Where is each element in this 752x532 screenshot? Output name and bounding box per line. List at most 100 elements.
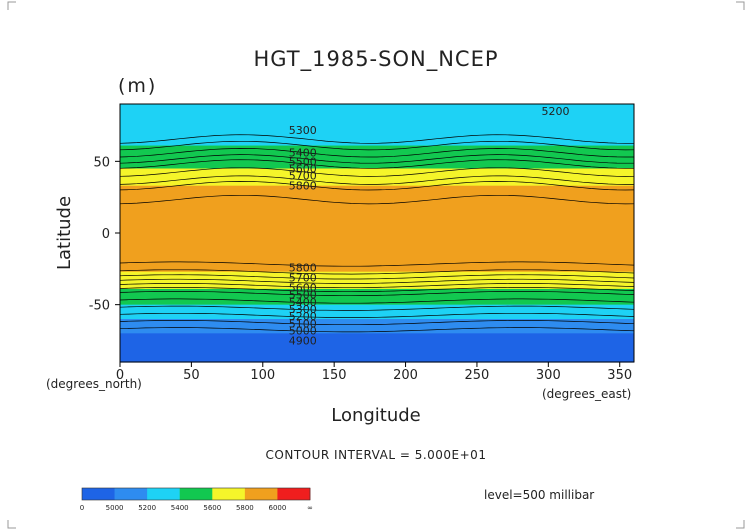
field-strip [120,276,634,279]
x-axis-ticks: 0 50 100 150 200 250 300 350 [116,362,632,383]
contour-line [119,327,635,333]
colorbar-segment [244,488,262,500]
contour-label: 5400 [289,296,317,309]
field-strip [120,353,634,356]
contour-label: 5800 [289,261,317,274]
x-tick-label: 200 [393,368,418,383]
colorbar-label: 5600 [203,504,221,512]
contour-label: 5700 [289,271,317,284]
field-strip [120,265,634,268]
field-strip [120,310,634,313]
x-tick-label: 50 [183,368,200,383]
field-strip [120,234,634,237]
x-tick-label: 350 [607,368,632,383]
field-strip [120,248,634,251]
field-strip [120,205,634,208]
field-strip [120,185,634,188]
contour-label: 5200 [289,310,317,323]
field-strip [120,347,634,350]
colorbar-label: 5800 [236,504,254,512]
field-strip [120,235,634,238]
field-strip [120,250,634,253]
field-strip [120,241,634,244]
field-strip [120,114,634,117]
field-strip [120,326,634,329]
y-tick-label: 50 [93,155,110,170]
colorbar-segment [212,488,229,500]
field-strip [120,212,634,215]
field-strip [120,296,634,299]
y-axis-ticks: 50 0 -50 [89,155,120,314]
colorbar-label: 5000 [106,504,124,512]
field-strip [120,116,634,119]
field-strip [120,106,634,109]
colorbar-label: 5400 [171,504,189,512]
field-strip [120,254,634,257]
contour-interval-text: CONTOUR INTERVAL = 5.000E+01 [266,448,487,462]
field-strip [120,191,634,194]
field-strip [120,182,634,185]
contour-line [119,154,634,164]
field-strip [120,327,634,330]
field-strip [120,329,634,332]
field-strip [120,121,634,124]
contour-label: 5100 [289,317,317,330]
field-strip [120,261,634,264]
field-strip [120,138,634,141]
field-strip [120,225,634,228]
field-strip [120,171,634,174]
contour-line [119,274,635,280]
contour-line [119,278,635,284]
contour-line [119,283,635,289]
field-strip [120,227,634,230]
field-strip [120,190,634,193]
contour-label: 5500 [289,289,317,302]
x-tick-label: 100 [250,368,275,383]
field-strip [120,288,634,291]
field-strip [120,109,634,112]
field-strip [120,201,634,204]
contour-line [119,287,635,293]
field-strip [120,162,634,165]
field-strip [120,187,634,190]
field-strip [120,211,634,214]
field-strip [120,341,634,344]
field-strip [120,311,634,314]
field-strip [120,217,634,220]
field-strip [120,115,634,118]
field-strip [120,224,634,227]
colorbar-frame [81,487,311,501]
field-strip [120,221,634,224]
contour-line [119,305,635,311]
contour-line [119,175,634,185]
contour-line [119,312,635,318]
x-unit-label: (degrees_east) [542,387,631,401]
field-strip [120,142,634,145]
contour-line [119,134,634,144]
field-strip [120,319,634,322]
field-strip [120,172,634,175]
field-strip [120,231,634,234]
field-strip [120,124,634,127]
field-strip [120,214,634,217]
field-strip [120,313,634,316]
colorbar-segment [147,488,164,500]
contour-line [119,159,634,169]
colorbar-labels: 0 5000 5200 5400 5600 5800 6000 ∞ [80,504,313,512]
field-strip [120,257,634,260]
contour-line [119,261,635,267]
colorbar-segment [196,488,213,500]
field-strip [120,270,634,273]
field-strip [120,149,634,152]
field-strip [120,263,634,266]
field-strip [120,244,634,247]
colorbar-segment [82,488,99,500]
field-strip [120,298,634,301]
x-axis-label: Longitude [331,405,421,426]
contour-label: 5700 [289,170,317,183]
field-strip [120,218,634,221]
field-strip [120,145,634,148]
y-tick-label: -50 [89,299,110,314]
field-strip [120,141,634,144]
field-strip [120,274,634,277]
